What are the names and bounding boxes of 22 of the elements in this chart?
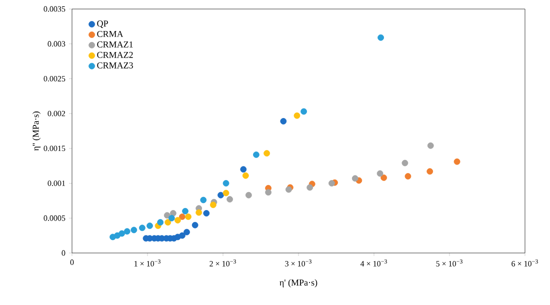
legend-label: CRMA	[97, 30, 124, 38]
x-tick-label: 1 × 10$^{−3}$	[134, 260, 160, 266]
legend-label: CRMAZ3	[97, 62, 133, 68]
x-tick-label: 0	[70, 260, 74, 265]
y-tick-label: 0.0005	[44, 215, 66, 221]
x-tick-label: 3 × 10$^{−3}$	[285, 260, 312, 266]
x-tick-label: 4 × 10$^{−3}$	[360, 260, 387, 266]
x-tick-label: 2 × 10$^{−3}$	[210, 260, 236, 266]
y-tick-label: 0.001	[48, 180, 65, 186]
x-tick-label: 6 × 10$^{−3}$	[512, 260, 538, 266]
y-axis-title: η'' (MPa·s)	[32, 112, 41, 151]
y-tick-label: 0.002	[48, 110, 66, 116]
y-tick-label: 0	[62, 250, 66, 256]
legend-label: QP	[97, 20, 108, 28]
legend-label: CRMAZ1	[97, 41, 133, 48]
x-axis-title: η' (MPa·s)	[280, 279, 318, 288]
y-tick-label: 0.0035	[44, 6, 66, 12]
x-tick-label: 5 × 10$^{−3}$	[436, 260, 462, 266]
y-tick-label: 0.003	[48, 41, 66, 47]
y-tick-label: 0.0025	[44, 76, 66, 82]
legend-label: CRMAZ2	[97, 52, 133, 58]
y-tick-label: 0.0015	[44, 146, 66, 152]
